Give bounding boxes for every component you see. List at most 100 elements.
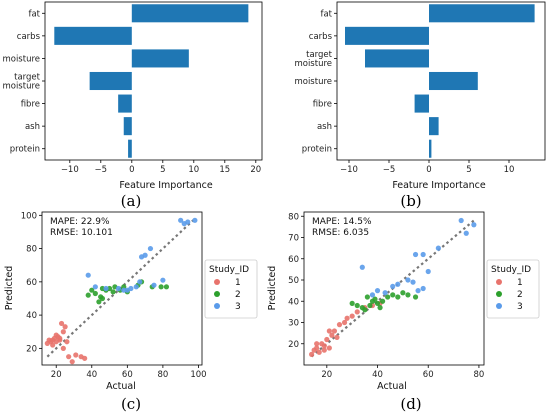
data-point [395,281,401,287]
category-label: fibre [21,100,40,110]
category-label: ash [25,122,40,132]
data-point [89,287,95,293]
x-tick-label: 20 [321,370,332,380]
category-label: target moisture [294,50,332,69]
y-tick-label: 50 [288,276,299,286]
bar-panel-b: fat carbs target moisture moisture fibre ash pr… [294,1,546,210]
data-point [390,292,396,298]
legend-marker [214,303,220,309]
scatter-panel-c: 20 40 60 80 100 20 40 60 80 100 MAPE: 22.9%RMSE: 1… [4,211,258,413]
y-tick-label: 100 [21,211,37,221]
data-point [463,230,469,236]
category-label: carbs [309,32,333,42]
data-point [326,328,332,334]
data-point [362,307,368,313]
legend-marker [214,291,220,297]
data-point [142,252,148,258]
data-point [331,328,338,334]
y-tick-label: 30 [288,319,299,329]
legend-marker [496,291,502,297]
category-label: protein [302,145,332,155]
x-tick-label: 20 [250,165,261,175]
x-tick-label: −10 [61,165,79,175]
data-point [69,359,75,365]
data-point [309,351,315,357]
data-point [163,284,170,290]
y-tick-label: 40 [26,311,37,321]
y-tick-label: 70 [288,234,299,244]
y-tick-label: 60 [26,278,37,288]
bar [345,26,429,45]
data-point [103,285,109,292]
panel-caption: (a) [121,192,142,210]
x-tick-label: 60 [423,370,434,380]
bar [414,94,429,113]
data-point [158,284,164,290]
data-point [85,292,91,298]
data-point [435,245,441,251]
y-tick-label: 80 [288,212,299,222]
bar [128,139,132,158]
data-point [85,272,91,278]
category-label: moisture [2,54,40,64]
legend-marker [496,303,502,309]
data-point [99,285,106,292]
y-tick-label: 40 [288,297,299,307]
y-tick-label: 60 [288,255,299,265]
bar [429,139,432,158]
category-label: fibre [313,100,332,110]
data-point [405,292,411,298]
data-point [415,288,421,294]
data-point [151,282,157,288]
data-point [82,355,88,361]
data-point [395,294,401,300]
legend-marker [214,279,220,285]
data-point [58,320,65,327]
legend-label: 3 [517,302,523,312]
x-tick-label: 15 [219,165,230,175]
data-point [137,279,143,285]
bar [54,26,132,45]
bar [131,4,249,23]
data-point [133,284,139,290]
data-point [110,289,116,295]
data-point [46,337,52,343]
y-axis-label: Predicted [4,266,15,311]
category-label: ash [317,122,332,132]
x-tick-label: −5 [95,165,108,175]
data-point [115,285,122,292]
data-point [349,300,355,306]
data-point [121,287,127,293]
data-point [425,268,431,275]
x-axis-label: Actual [106,381,136,392]
bar-panel-a: fat carbs moisture target moisture fibre ash pr… [2,1,263,210]
scatter-panel-d: 20 40 60 80 20 30 40 50 60 70 80 MAPE: 14.5%RMSE: 6… [267,211,540,413]
category-label: protein [10,145,40,155]
legend-label: 3 [235,302,241,312]
bar [131,49,189,68]
data-point [316,349,322,355]
data-point [336,322,343,328]
axes-frame [41,211,203,366]
data-point [458,217,464,224]
data-point [147,245,154,252]
data-point [326,345,332,351]
category-label: carbs [17,32,41,42]
metric-annotation: MAPE: 14.5% [312,217,372,227]
data-point [321,343,327,349]
data-point [98,294,104,300]
data-point [185,219,191,225]
data-point [341,319,348,326]
data-point [412,294,419,300]
metric-annotation: MAPE: 22.9% [50,217,110,227]
data-point [96,299,102,305]
data-point [400,290,406,296]
data-point [92,284,98,290]
data-point [374,300,381,306]
bar [429,71,478,91]
legend-label: 2 [235,290,241,300]
data-point [374,288,381,294]
x-axis-label: Feature Importance [392,180,486,191]
x-tick-label: 20 [51,370,62,380]
